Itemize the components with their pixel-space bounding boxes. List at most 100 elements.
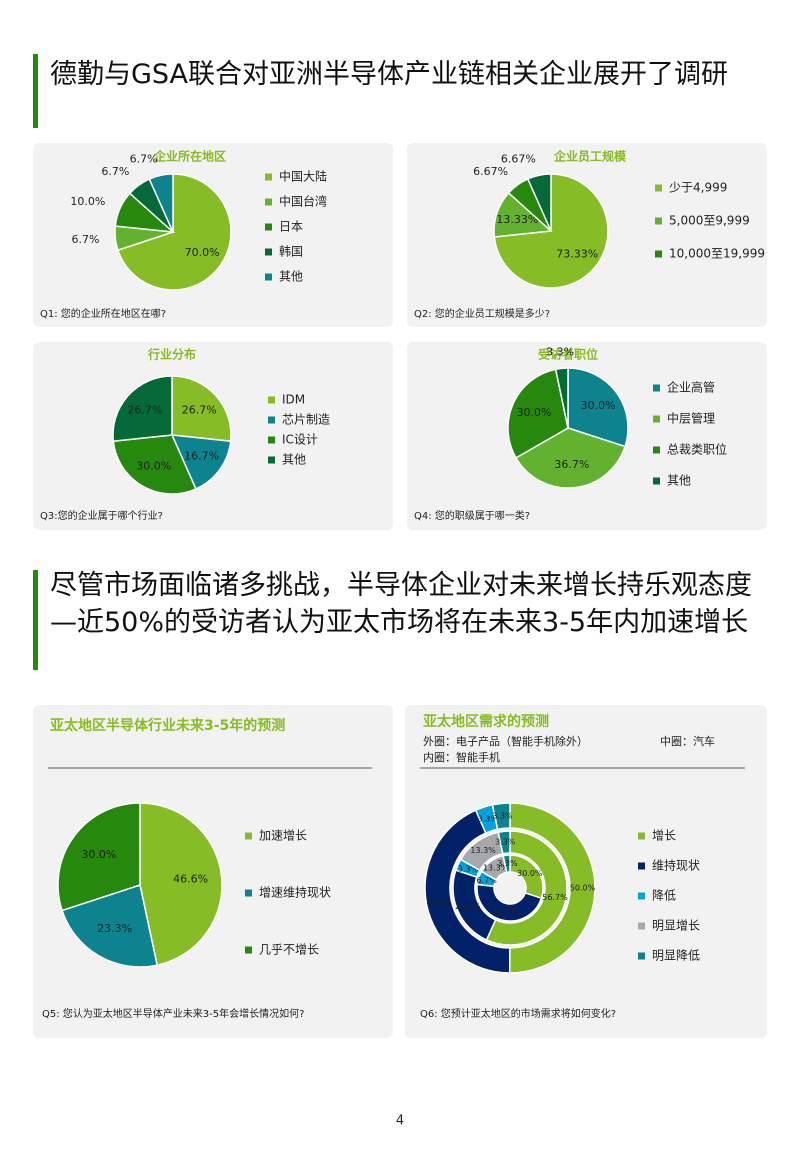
legend-swatch (268, 456, 275, 464)
page-number: 4 (396, 1114, 404, 1129)
legend-swatch (245, 889, 252, 897)
chart-title: 亚太地区半导体行业未来3-5年的预测 (50, 717, 285, 734)
legend-swatch (245, 946, 252, 954)
legend-label: 企业高管 (667, 380, 715, 395)
legend-swatch (653, 415, 660, 423)
slice (554, 367, 569, 429)
legend-label: 韩国 (279, 244, 303, 259)
chart-title: 企业所在地区 (153, 149, 226, 164)
legend-label: 中国大陆 (279, 169, 327, 184)
legend-swatch (653, 477, 660, 485)
legend-label: 其他 (667, 474, 691, 488)
legend-swatch (638, 862, 645, 870)
ring-description: 外圈：电子产品（智能手机除外） (423, 734, 588, 748)
legend-label: 加速增长 (259, 829, 307, 843)
legend-label: 少于4,999 (669, 181, 727, 195)
legend-label: 其他 (279, 270, 303, 284)
caption: Q1: 您的企业所在地区在哪? (40, 307, 166, 320)
legend-label: 日本 (279, 220, 303, 234)
caption: Q2: 您的企业员工规模是多少? (414, 307, 550, 320)
data-label: 30.0% (517, 869, 543, 878)
legend-label: 总裁类职位 (667, 442, 727, 457)
legend-swatch (655, 184, 662, 192)
data-label: 6.7% (130, 153, 158, 166)
data-label: 3.3% (458, 865, 479, 874)
slice (116, 173, 232, 291)
legend-swatch (265, 273, 272, 281)
legend-swatch (268, 436, 275, 444)
data-label: 23.3% (97, 922, 132, 935)
legend-label: 增速维持现状 (259, 885, 331, 900)
data-label: 13.33% (496, 213, 538, 226)
legend-swatch (655, 250, 662, 258)
ring-description: 中圈：汽车 (660, 734, 715, 748)
legend-swatch (265, 198, 272, 206)
data-label: 30.0% (517, 406, 552, 419)
legend-swatch (265, 248, 272, 256)
data-label: 6.67% (473, 165, 508, 178)
legend-label: 5,000至9,999 (669, 214, 750, 228)
slice (491, 802, 511, 831)
legend-swatch (638, 922, 645, 930)
data-label: 26.7% (182, 404, 217, 417)
data-label: 16.7% (184, 450, 219, 463)
data-label: 3.3% (478, 814, 499, 823)
slice (424, 809, 511, 974)
data-label: 70.0% (185, 246, 220, 259)
data-label: 6.7% (101, 165, 129, 178)
legend-label: 几乎不增长 (259, 943, 319, 957)
data-label: 6.67% (501, 153, 536, 166)
legend-swatch (638, 832, 645, 840)
legend-swatch (638, 892, 645, 900)
data-label: 6.7% (71, 233, 99, 246)
data-label: 10.0% (70, 195, 105, 208)
legend-label: 增长 (652, 829, 676, 843)
legend-label: 降低 (652, 889, 676, 903)
slice (61, 884, 159, 968)
data-label: 73.33% (556, 248, 598, 261)
data-label: 50.0% (570, 884, 596, 893)
slice (508, 802, 596, 974)
legend-swatch (653, 384, 660, 392)
legend-swatch (245, 832, 252, 840)
chart-title: 企业员工规模 (553, 149, 627, 164)
slice (485, 830, 568, 946)
data-label: 3.3% (492, 811, 513, 820)
legend-label: IC设计 (282, 433, 318, 447)
legend-swatch (265, 223, 272, 231)
slice (112, 375, 173, 443)
heading: 德勤与GSA联合对亚洲半导体产业链相关企业展开了调研 (50, 59, 729, 90)
data-label: 56.7% (542, 893, 568, 902)
caption: Q6: 您预计亚太地区的市场需求将如何变化? (420, 1007, 616, 1020)
data-label: 36.7% (554, 458, 589, 471)
slice (507, 368, 569, 459)
caption: Q3:您的企业属于哪个行业? (40, 509, 163, 522)
data-label: 46.6% (173, 873, 208, 886)
slice (170, 434, 232, 490)
chart-title: 行业分布 (147, 347, 196, 362)
legend-label: 10,000至19,999 (669, 247, 765, 261)
slice (148, 173, 174, 233)
slice (497, 830, 511, 855)
heading-bar (33, 54, 38, 128)
chart-title: 亚太地区需求的预测 (423, 713, 549, 730)
data-label: 6.7% (477, 876, 498, 885)
slice (57, 802, 141, 912)
legend-swatch (655, 217, 662, 225)
data-label: 30.0% (81, 848, 116, 861)
legend-label: 中层管理 (667, 411, 715, 426)
caption: Q4: 您的职级属于哪一类? (414, 509, 530, 522)
data-label: 30.0% (136, 460, 171, 473)
legend-swatch (265, 173, 272, 181)
caption: Q5: 您认为亚太地区半导体产业未来3-5年会增长情况如何? (42, 1007, 304, 1020)
legend-swatch (638, 952, 645, 960)
legend-label: 其他 (282, 453, 306, 467)
data-label: 26.7% (127, 404, 162, 417)
data-label: 46.7% (492, 907, 518, 916)
heading: 尽管市场面临诸多挑战，半导体企业对未来增长持乐观态度—近50%的受访者认为亚太市… (50, 570, 752, 638)
data-label: 13.3% (483, 864, 509, 873)
legend-label: 明显增长 (652, 919, 700, 933)
data-label: 3.3% (495, 838, 516, 847)
